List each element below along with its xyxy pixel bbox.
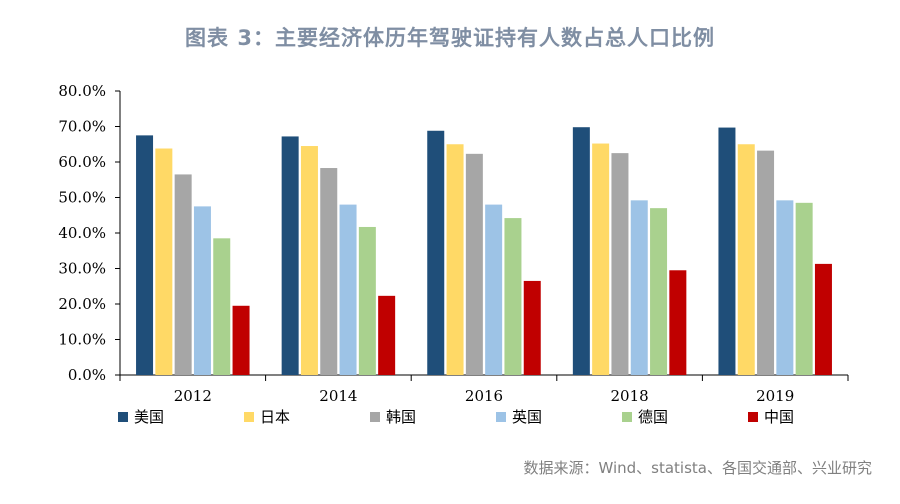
legend-swatch-英国: [496, 412, 506, 422]
bar-2019-中国: [814, 263, 832, 375]
chart-bars: [136, 127, 832, 376]
x-tick-label: 2018: [611, 387, 649, 405]
legend-label: 英国: [512, 408, 542, 426]
legend-label: 德国: [638, 408, 668, 426]
bar-2012-中国: [232, 305, 250, 375]
x-tick-label: 2012: [174, 387, 212, 405]
y-tick-label: 40.0%: [58, 224, 106, 242]
chart-axes: 0.0% 10.0% 20.0% 30.0% 40.0% 50.0% 60.0% 70.0% 8…: [58, 82, 849, 405]
x-tick-label: 2019: [756, 387, 794, 405]
chart-legend: 美国 日本 韩国 英国 德国 中国: [118, 408, 794, 426]
bar-2019-美国: [718, 127, 736, 375]
bar-2016-日本: [446, 144, 464, 375]
bar-2018-韩国: [611, 153, 629, 375]
bar-2016-英国: [485, 204, 503, 375]
bar-2014-日本: [300, 146, 318, 375]
bar-2019-日本: [737, 144, 755, 375]
legend-swatch-日本: [244, 412, 254, 422]
bar-2012-美国: [136, 135, 154, 375]
bar-2012-韩国: [174, 174, 192, 375]
bar-2019-韩国: [757, 150, 775, 375]
bar-2018-美国: [572, 127, 590, 376]
bar-2014-德国: [358, 226, 376, 375]
y-tick-label: 10.0%: [58, 331, 106, 349]
x-tick-label: 2016: [465, 387, 503, 405]
legend-label: 韩国: [386, 408, 416, 426]
y-tick-label: 80.0%: [58, 82, 106, 100]
bar-2012-德国: [213, 238, 231, 375]
legend-swatch-美国: [118, 412, 128, 422]
bar-2019-英国: [776, 200, 794, 375]
bar-2016-韩国: [465, 153, 483, 375]
x-tick-label: 2014: [319, 387, 357, 405]
y-tick-label: 30.0%: [58, 260, 106, 278]
legend-label: 日本: [260, 408, 290, 426]
bar-2014-英国: [339, 204, 357, 375]
legend-label: 美国: [134, 408, 164, 426]
legend-swatch-中国: [748, 412, 758, 422]
y-tick-label: 0.0%: [68, 366, 106, 384]
bar-2016-中国: [523, 280, 541, 375]
bar-2018-英国: [630, 200, 648, 375]
y-tick-label: 70.0%: [58, 118, 106, 136]
bar-2019-德国: [795, 202, 813, 375]
bar-2016-美国: [427, 130, 445, 375]
bar-2014-韩国: [320, 168, 338, 375]
legend-swatch-德国: [622, 412, 632, 422]
y-tick-label: 60.0%: [58, 153, 106, 171]
source-note: 数据来源：Wind、statista、各国交通部、兴业研究: [523, 459, 872, 477]
bar-2016-德国: [504, 218, 522, 375]
bar-2014-中国: [378, 295, 396, 375]
legend-swatch-韩国: [370, 412, 380, 422]
y-tick-label: 50.0%: [58, 189, 106, 207]
bar-2018-德国: [650, 208, 668, 375]
bar-2018-日本: [592, 143, 610, 375]
bar-2014-美国: [281, 136, 299, 375]
bar-2018-中国: [669, 270, 687, 375]
chart-title: 图表 3：主要经济体历年驾驶证持有人数占总人口比例: [185, 26, 715, 50]
bar-2012-英国: [193, 206, 211, 375]
bar-2012-日本: [155, 148, 173, 375]
y-tick-label: 20.0%: [58, 295, 106, 313]
legend-label: 中国: [764, 408, 794, 426]
